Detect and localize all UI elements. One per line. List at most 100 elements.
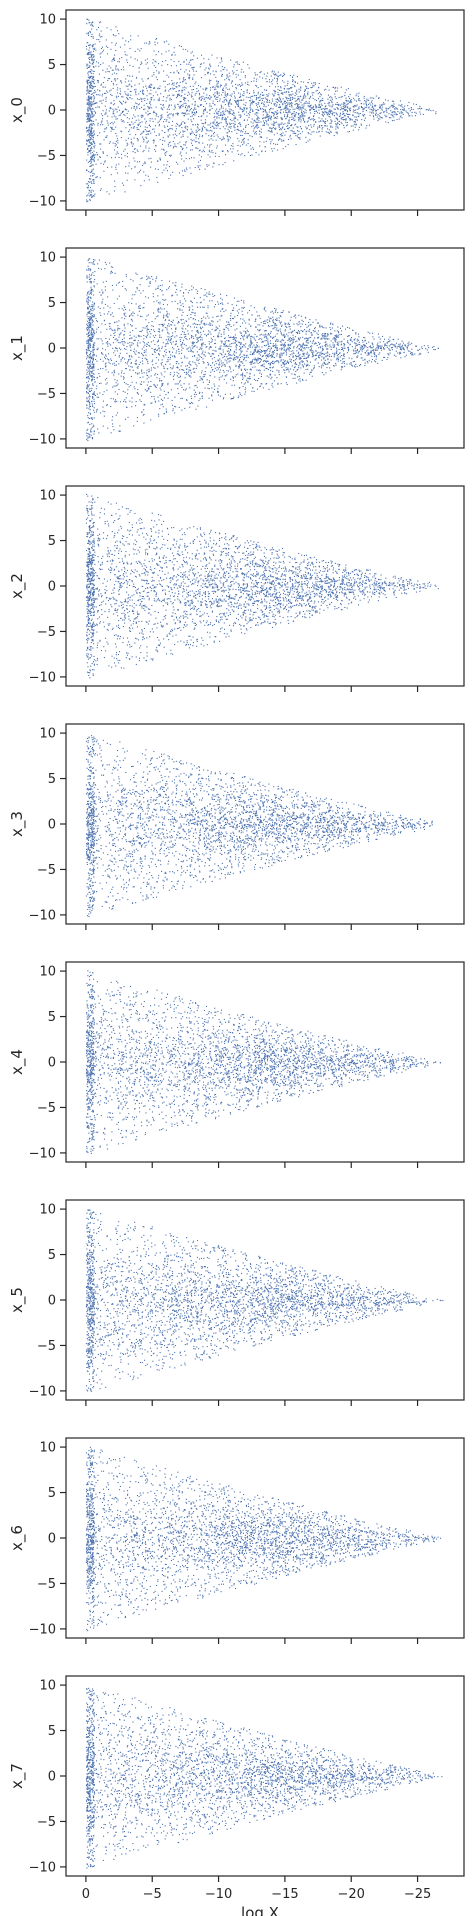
scatter-point: [167, 125, 169, 127]
scatter-point: [238, 63, 240, 65]
scatter-point: [214, 339, 216, 341]
scatter-point: [183, 112, 185, 114]
scatter-point: [392, 104, 394, 106]
scatter-point: [319, 106, 321, 108]
scatter-point: [232, 148, 234, 150]
scatter-point: [166, 170, 168, 172]
scatter-point: [90, 72, 92, 74]
scatter-point: [362, 114, 364, 116]
scatter-point: [210, 66, 212, 68]
scatter-point: [325, 343, 327, 345]
scatter-point: [126, 59, 128, 61]
scatter-point: [229, 98, 231, 100]
scatter-point: [201, 370, 203, 372]
scatter-point: [345, 106, 347, 108]
scatter-point: [192, 309, 194, 311]
scatter-point: [92, 140, 94, 142]
scatter-point: [175, 113, 177, 115]
scatter-point: [365, 127, 367, 129]
scatter-point: [321, 128, 323, 130]
scatter-point: [342, 116, 344, 118]
scatter-point: [148, 147, 150, 149]
scatter-point: [291, 331, 293, 333]
scatter-point: [343, 102, 345, 104]
scatter-point: [93, 195, 95, 197]
scatter-point: [91, 157, 93, 159]
scatter-point: [99, 33, 101, 35]
scatter-point: [146, 87, 148, 89]
scatter-point: [105, 354, 107, 356]
scatter-point: [160, 93, 162, 95]
scatter-point: [87, 367, 89, 369]
scatter-point: [233, 338, 235, 340]
scatter-point: [160, 398, 162, 400]
scatter-point: [282, 132, 284, 134]
scatter-point: [261, 365, 263, 367]
scatter-point: [183, 79, 185, 81]
scatter-point: [99, 156, 101, 158]
scatter-point: [401, 340, 403, 342]
scatter-point: [244, 389, 246, 391]
scatter-point: [264, 352, 266, 354]
scatter-point: [222, 113, 224, 115]
scatter-point: [89, 114, 91, 116]
scatter-point: [171, 54, 173, 56]
scatter-point: [260, 71, 262, 73]
scatter-point: [88, 115, 90, 117]
scatter-point: [223, 138, 225, 140]
scatter-point: [215, 70, 217, 72]
scatter-point: [407, 105, 409, 107]
scatter-point: [271, 129, 273, 131]
scatter-point: [184, 144, 186, 146]
scatter-point: [249, 109, 251, 111]
scatter-point: [272, 73, 274, 75]
scatter-point: [107, 305, 109, 307]
scatter-point: [149, 102, 151, 104]
scatter-point: [204, 323, 206, 325]
scatter-point: [216, 366, 218, 368]
scatter-point: [264, 150, 266, 152]
scatter-point: [102, 151, 104, 153]
scatter-point: [207, 315, 209, 317]
scatter-point: [142, 86, 144, 88]
scatter-point: [228, 103, 230, 105]
scatter-point: [352, 109, 354, 111]
y-tick-label: 5: [48, 58, 56, 73]
scatter-point: [111, 73, 113, 75]
scatter-point: [223, 99, 225, 101]
scatter-point: [275, 98, 277, 100]
scatter-point: [380, 112, 382, 114]
scatter-point: [241, 82, 243, 84]
scatter-point: [169, 134, 171, 136]
scatter-point: [280, 109, 282, 111]
scatter-point: [221, 299, 223, 301]
scatter-point: [104, 128, 106, 130]
scatter-point: [375, 114, 377, 116]
scatter-point: [201, 115, 203, 117]
scatter-point: [115, 118, 117, 120]
scatter-point: [260, 136, 262, 138]
scatter-point: [92, 54, 94, 56]
scatter-point: [233, 351, 235, 353]
scatter-point: [275, 121, 277, 123]
scatter-point: [236, 100, 238, 102]
scatter-point: [192, 68, 194, 70]
scatter-point: [260, 321, 262, 323]
scatter-point: [287, 122, 289, 124]
scatter-point: [209, 146, 211, 148]
scatter-point: [168, 90, 170, 92]
scatter-point: [261, 338, 263, 340]
scatter-point: [194, 114, 196, 116]
scatter-point: [114, 321, 116, 323]
scatter-point: [313, 131, 315, 133]
scatter-point: [421, 348, 423, 350]
scatter-point: [100, 30, 102, 32]
scatter-point: [89, 135, 91, 137]
scatter-point: [309, 324, 311, 326]
scatter-point: [115, 95, 117, 97]
scatter-point: [306, 357, 308, 359]
scatter-point: [130, 80, 132, 82]
scatter-point: [171, 324, 173, 326]
scatter-point: [92, 344, 94, 346]
scatter-point: [121, 121, 123, 123]
